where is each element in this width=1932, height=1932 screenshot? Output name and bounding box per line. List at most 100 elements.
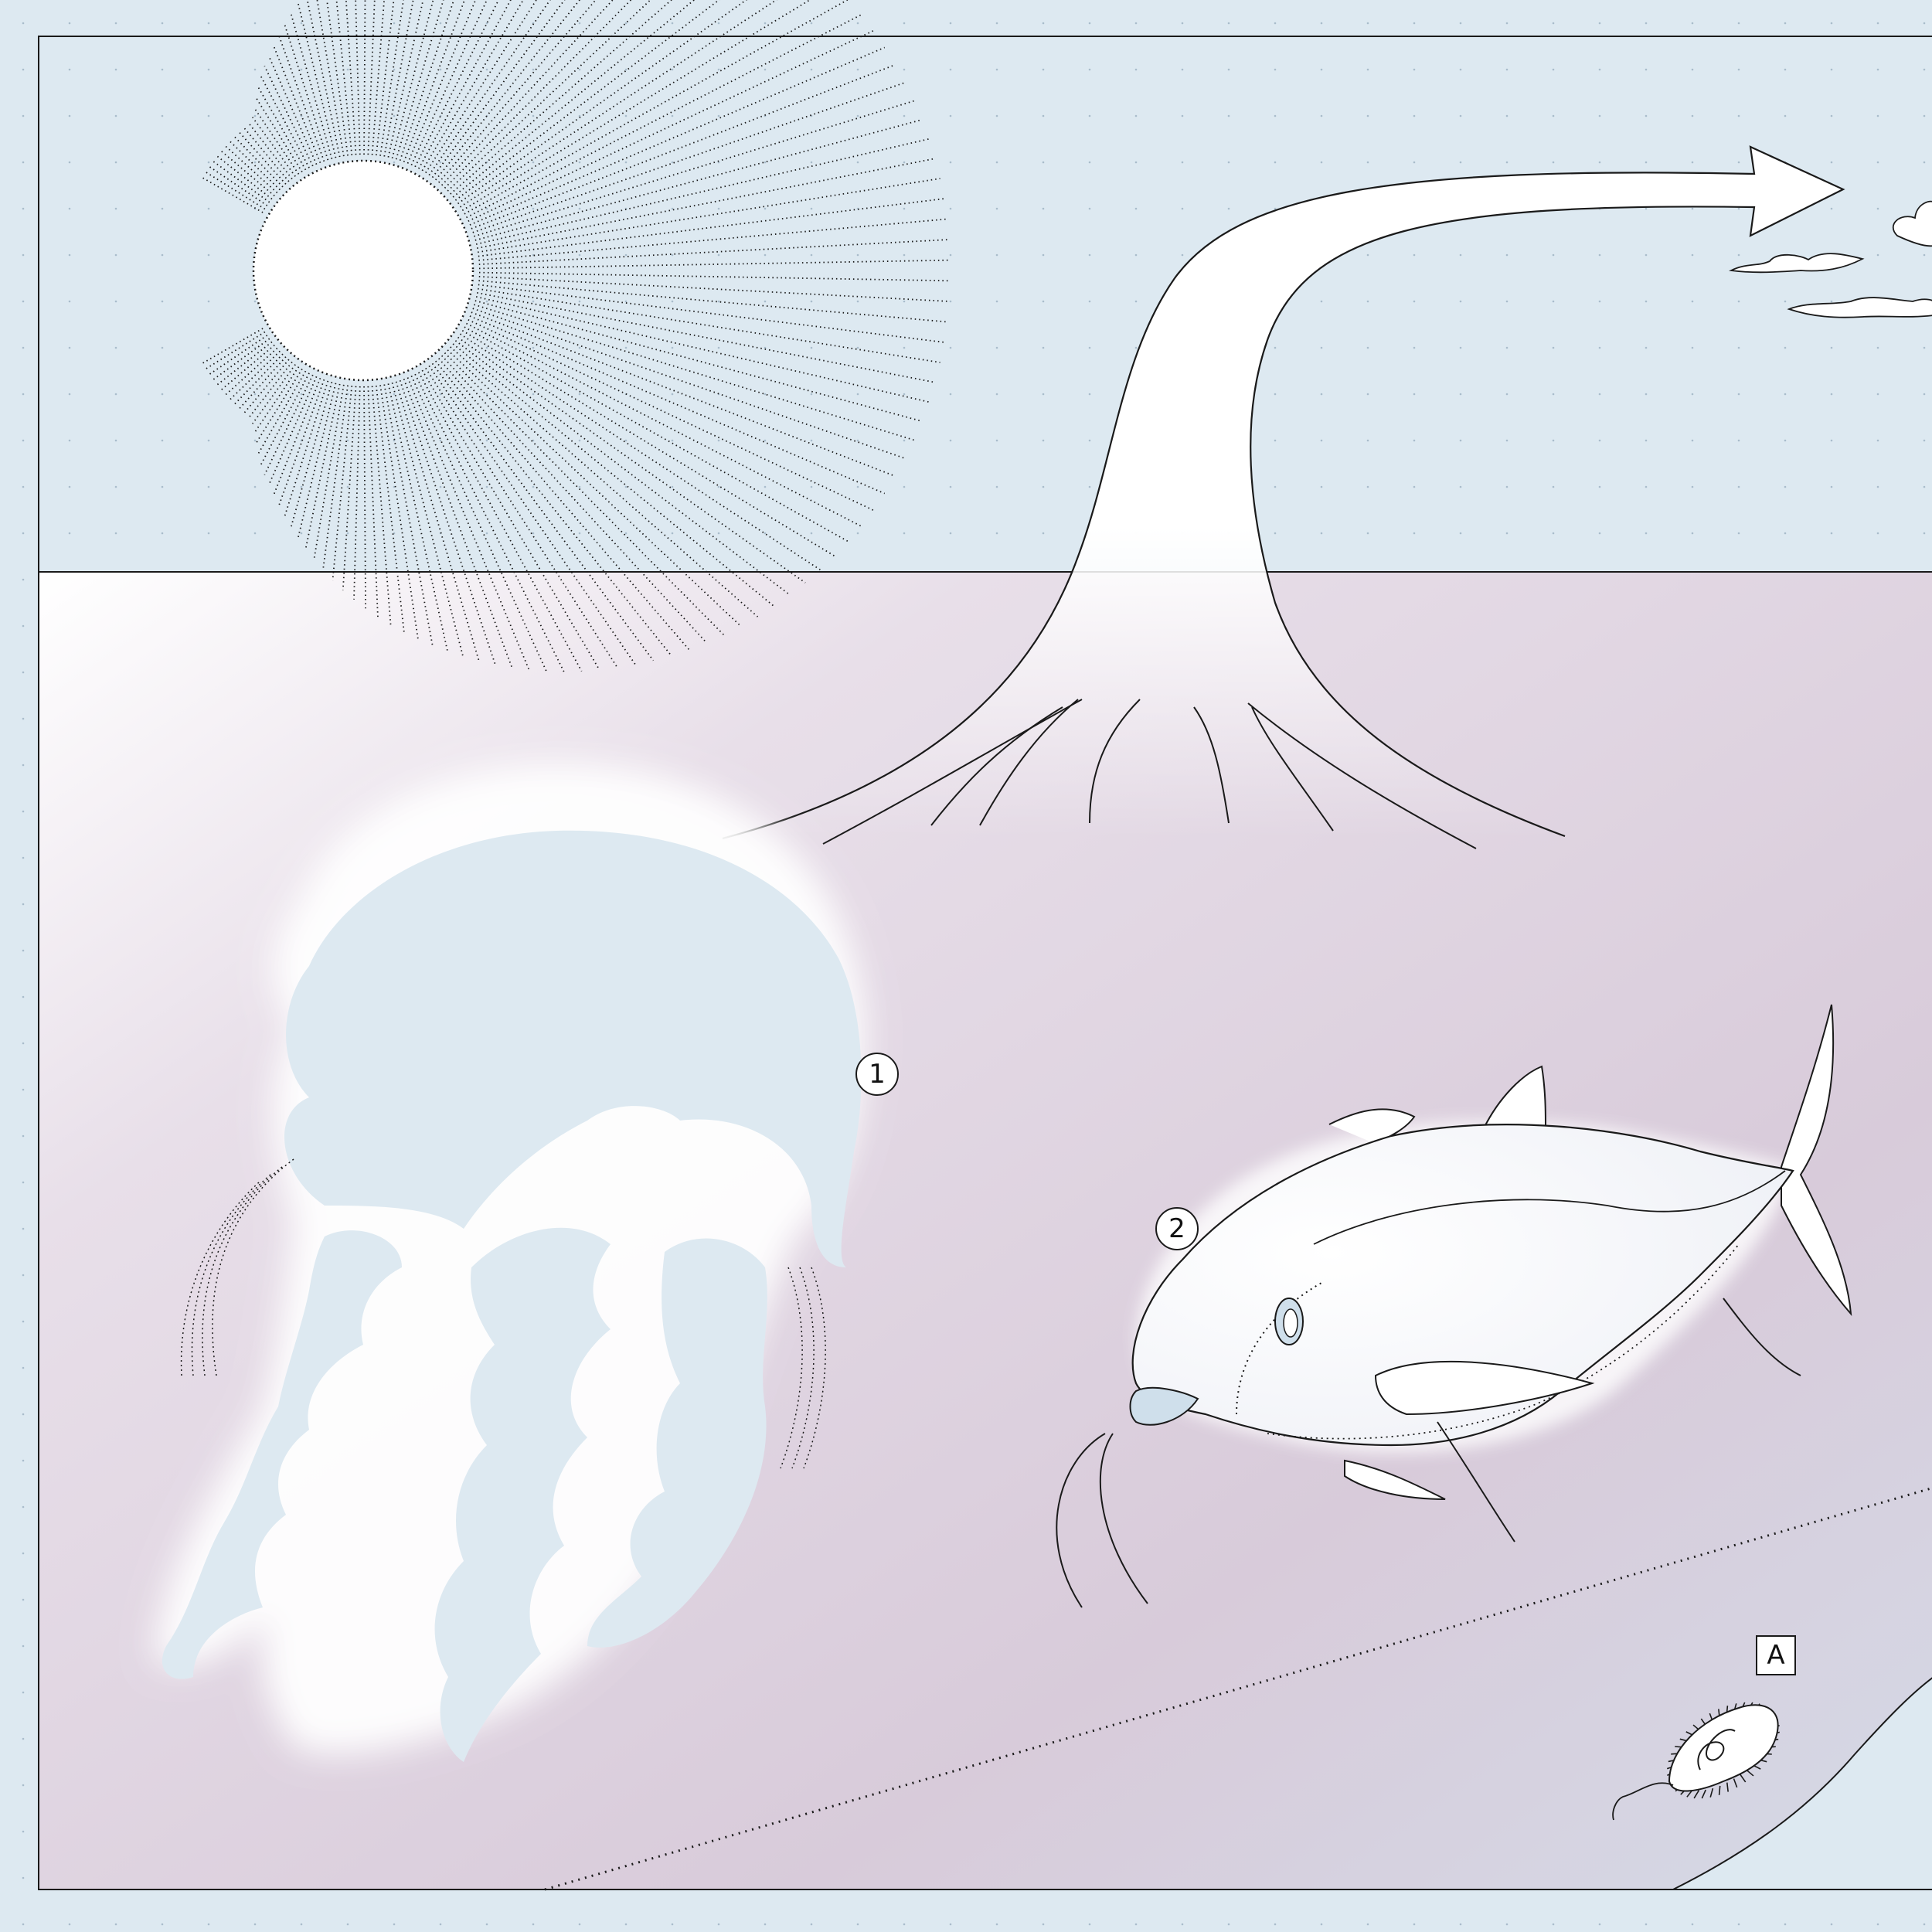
sun-ray (342, 386, 357, 590)
sun-ray (209, 335, 268, 376)
sun-ray (243, 359, 290, 413)
sun-ray (477, 287, 940, 363)
sun-ray (220, 344, 275, 391)
sun-ray (406, 0, 477, 164)
sun-ray (220, 150, 275, 197)
sun-ray (255, 368, 303, 444)
jellyfish-icon (155, 763, 866, 1762)
bacterium-icon (1612, 1702, 1781, 1821)
sun-disk (252, 159, 474, 382)
sun-ray (469, 46, 886, 226)
sun-ray (466, 322, 862, 527)
sun-ray (304, 383, 341, 550)
sun-ray (233, 136, 284, 188)
sun-ray (417, 372, 583, 672)
callout-label-2: 2 (1168, 1213, 1185, 1244)
callout-label-1: 1 (869, 1059, 886, 1090)
sun-ray (474, 100, 914, 237)
sun-ray (202, 177, 264, 213)
sun-ray (464, 326, 849, 543)
fish-dorsal-fin (1483, 1065, 1546, 1129)
bacterium-cilium (1733, 1778, 1738, 1788)
sun-ray (353, 386, 361, 600)
cloud-1 (1892, 200, 1932, 247)
sun-ray (206, 172, 266, 210)
sun-ray (225, 145, 278, 194)
sun-ray (243, 128, 290, 182)
sun-ray (239, 131, 287, 185)
sun-ray (478, 218, 947, 261)
sun-ray (410, 0, 488, 165)
curved-arrow-icon (722, 145, 1845, 849)
sun-ray (383, 384, 434, 646)
fish-lateral-line (1313, 1170, 1786, 1245)
fish-gill-arrows (1056, 1298, 1801, 1608)
sun-ray (403, 379, 513, 668)
sun-ray (257, 370, 307, 454)
sun-ray (249, 361, 293, 418)
sun-ray (239, 356, 287, 410)
sun-ray (371, 386, 392, 625)
sun-ray (379, 0, 404, 156)
sun-icon (202, 0, 951, 672)
fish-tail (1781, 1004, 1852, 1316)
plume-outline-left (722, 145, 1845, 840)
cloud-2 (1728, 253, 1865, 274)
fish-icon (1056, 1004, 1852, 1608)
sun-ray (438, 358, 690, 651)
sun-ray (475, 138, 930, 245)
sun-ray (450, 346, 759, 617)
sun-ray (367, 0, 376, 155)
sun-ray (216, 155, 273, 200)
seafloor-slope (1672, 1677, 1932, 1890)
sun-ray (253, 107, 300, 175)
sun-ray (471, 311, 896, 478)
sun-ray (213, 338, 270, 380)
fish-mouth (1129, 1386, 1199, 1426)
jellyfish-oral-arm-right (587, 1238, 767, 1648)
jellyfish-oral-arm-left (162, 1230, 402, 1679)
sun-ray (306, 0, 341, 158)
plume-body (723, 147, 1843, 838)
sun-ray (264, 374, 314, 475)
sun-ray (461, 0, 811, 212)
callout-bacterium: A (1756, 1635, 1796, 1675)
cloud-3 (1787, 297, 1932, 318)
sun-ray (428, 0, 551, 176)
bacterium-cilium (1740, 1774, 1747, 1783)
sun-ray (257, 87, 307, 171)
sun-ray (478, 198, 944, 257)
sun-ray (267, 55, 318, 165)
fish-belly-line (1267, 1243, 1740, 1440)
plume-roots (822, 699, 1477, 849)
sun-ray (438, 0, 597, 183)
sun-ray (202, 328, 264, 364)
fish-eye (1274, 1298, 1304, 1345)
bacterium-cilium (1701, 1789, 1706, 1799)
sun-ray (206, 331, 266, 369)
sun-ray (249, 123, 293, 180)
sun-ray (391, 0, 434, 159)
sun-ray (457, 336, 806, 583)
fish-body (1131, 1124, 1794, 1447)
fish-pelvic-fin (1344, 1459, 1446, 1500)
sun-ray (267, 376, 318, 486)
sun-ray (260, 76, 310, 168)
sun-ray (406, 377, 530, 671)
sun-ray (391, 382, 464, 658)
sun-ray (452, 0, 696, 198)
sun-ray (332, 386, 353, 581)
sun-ray (466, 14, 862, 219)
jellyfish-motion-lines (180, 1158, 826, 1469)
sun-ray (452, 343, 775, 607)
sun-ray (230, 141, 281, 191)
sun-ray (363, 386, 366, 609)
jellyfish-bell (284, 830, 862, 1267)
sun-ray (477, 178, 940, 253)
sun-ray (474, 119, 923, 241)
sun-ray (421, 369, 600, 671)
bacterium-cilium (1709, 1787, 1714, 1798)
sun-ray (464, 0, 849, 215)
callout-fish: 2 (1155, 1207, 1199, 1250)
